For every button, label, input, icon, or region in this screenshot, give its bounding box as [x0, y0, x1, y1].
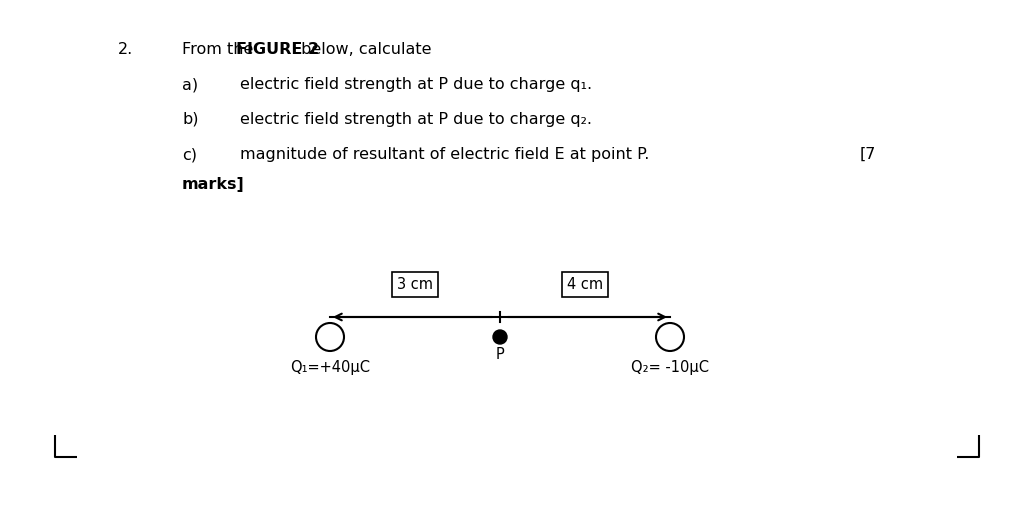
Text: 3 cm: 3 cm [397, 277, 433, 292]
Text: Q₂= -10μC: Q₂= -10μC [631, 360, 709, 375]
Text: b): b) [182, 112, 199, 127]
Text: [7: [7 [860, 147, 877, 162]
Text: P: P [495, 347, 505, 362]
Text: FIGURE 2: FIGURE 2 [236, 42, 320, 57]
Text: magnitude of resultant of electric field E at point P.: magnitude of resultant of electric field… [240, 147, 649, 162]
Text: 2.: 2. [118, 42, 133, 57]
Text: a): a) [182, 77, 199, 92]
Text: Q₁=+40μC: Q₁=+40μC [290, 360, 370, 375]
Text: From the: From the [182, 42, 258, 57]
Text: c): c) [182, 147, 197, 162]
Text: electric field strength at P due to charge q₁.: electric field strength at P due to char… [240, 77, 592, 92]
Text: marks]: marks] [182, 177, 245, 192]
Text: 4 cm: 4 cm [567, 277, 603, 292]
Text: below, calculate: below, calculate [296, 42, 431, 57]
Text: electric field strength at P due to charge q₂.: electric field strength at P due to char… [240, 112, 592, 127]
Circle shape [493, 330, 507, 344]
